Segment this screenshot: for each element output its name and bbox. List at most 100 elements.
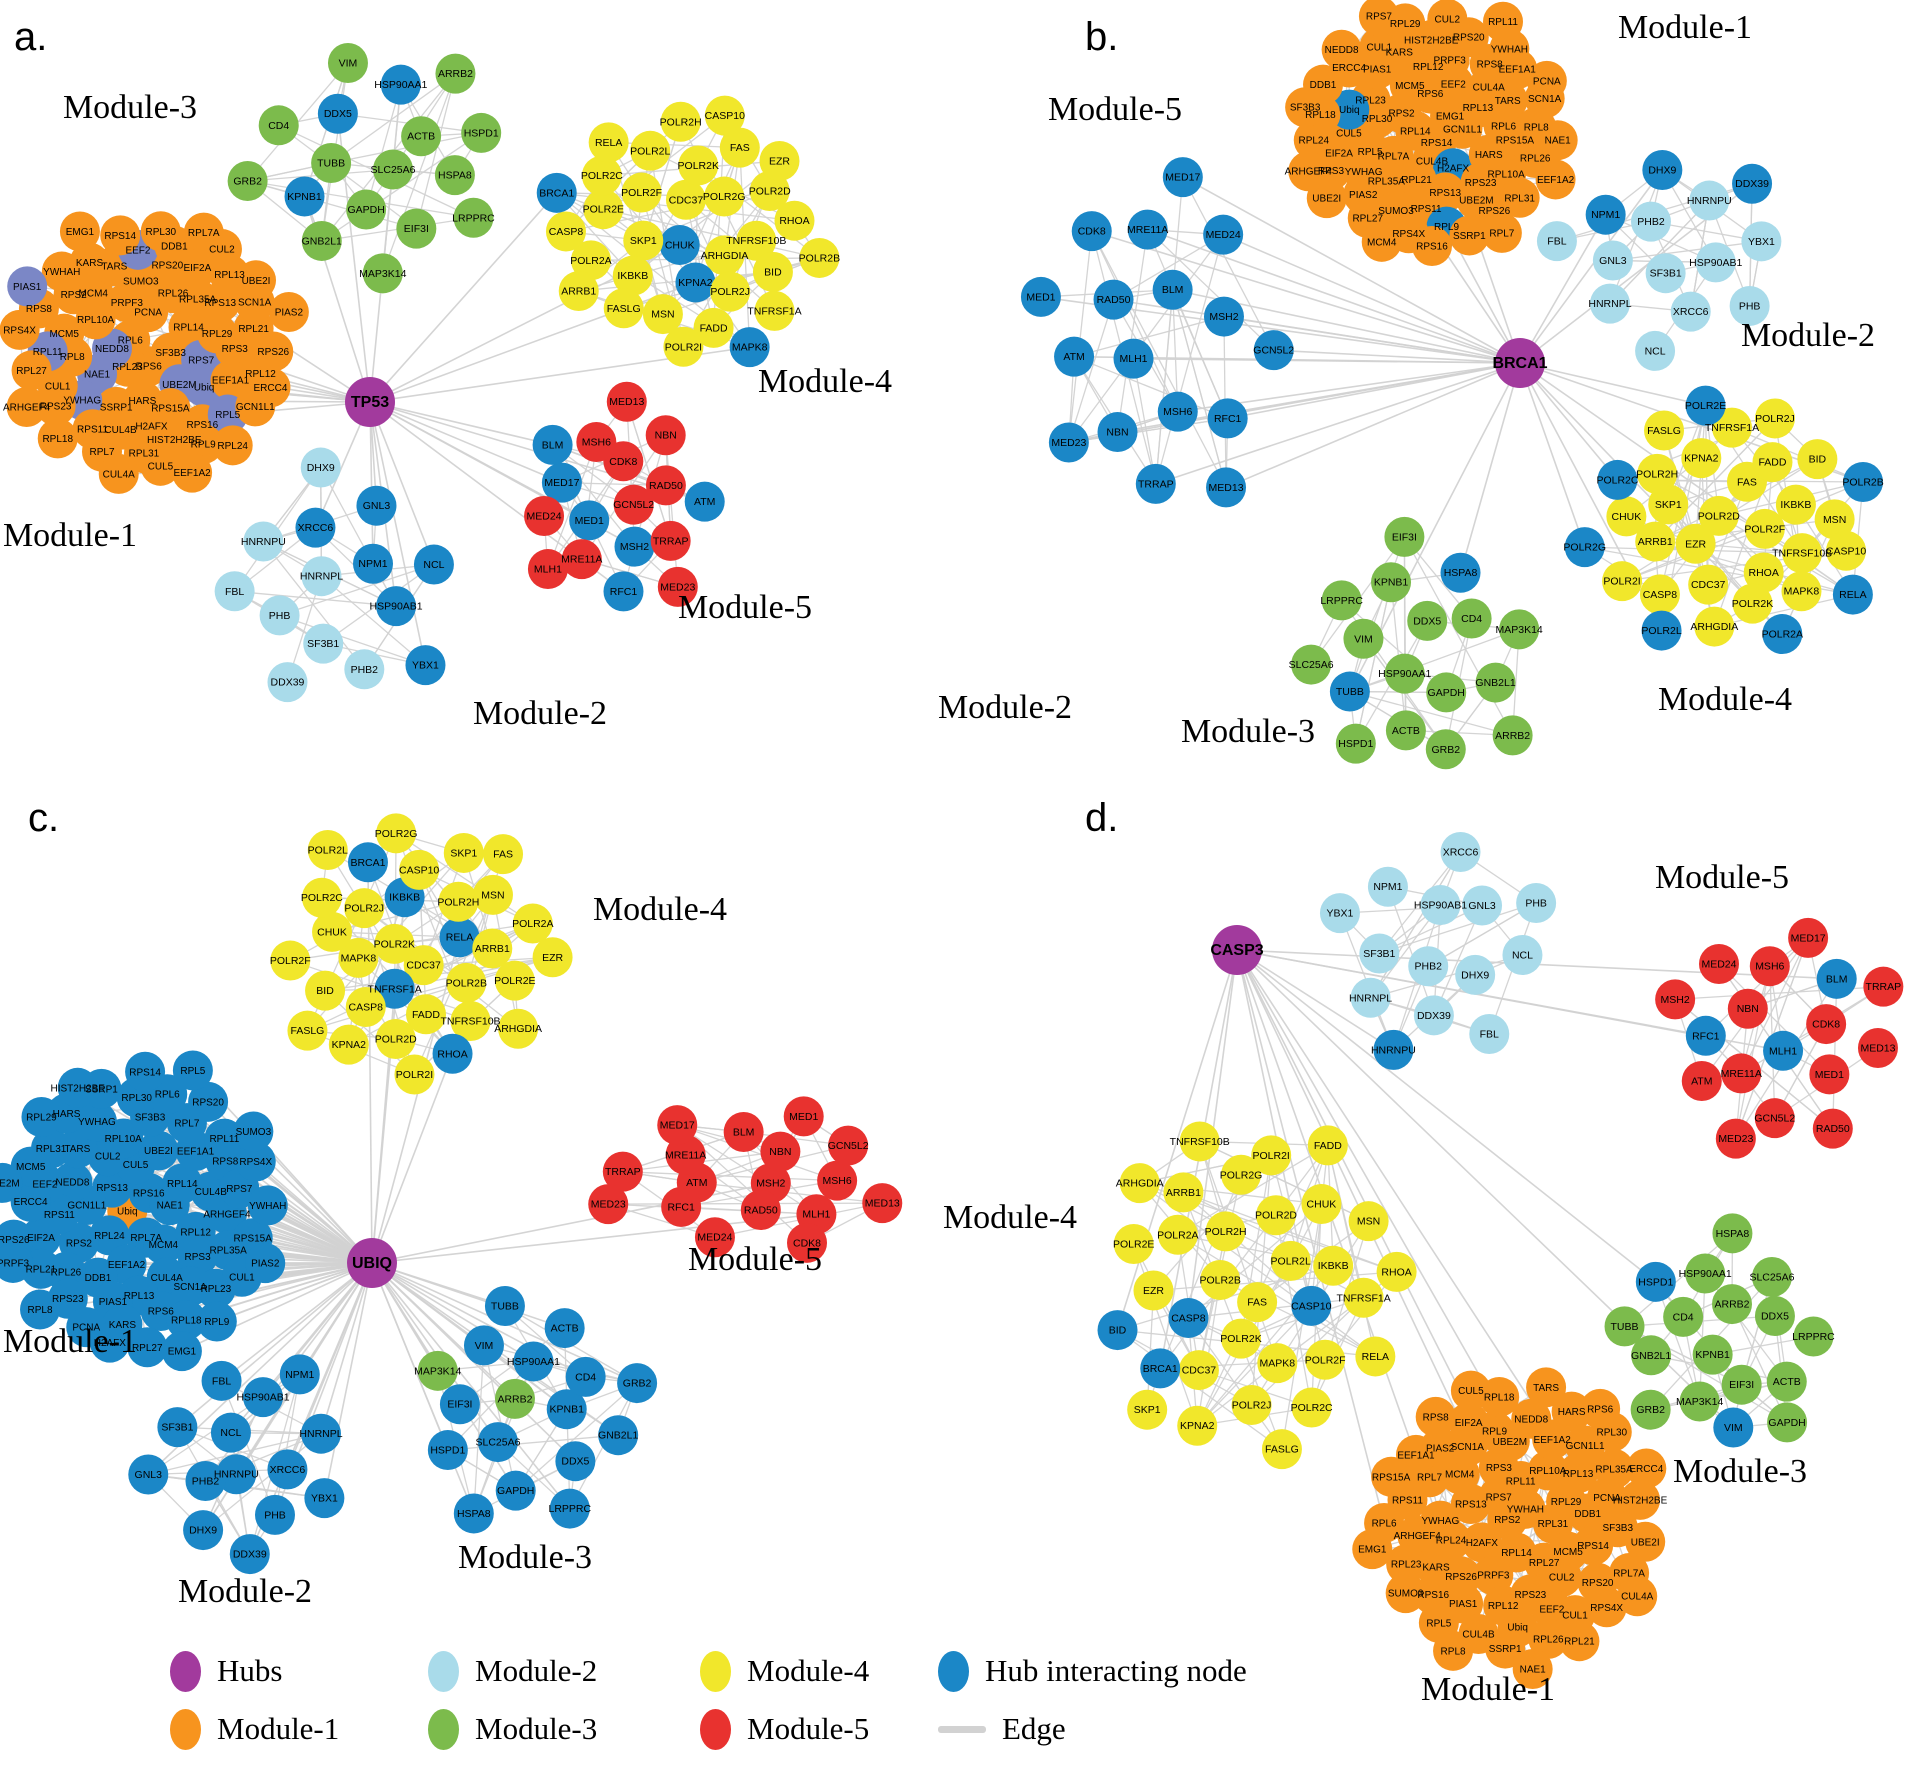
node-DHX9[interactable] bbox=[1642, 149, 1683, 190]
node-SKP1[interactable] bbox=[1127, 1389, 1168, 1430]
node-BLM[interactable] bbox=[1816, 958, 1857, 999]
node-MSN[interactable] bbox=[1348, 1201, 1389, 1242]
node-CD4[interactable] bbox=[258, 105, 299, 146]
node-EMG1[interactable] bbox=[161, 1331, 202, 1372]
hub-CASP3[interactable] bbox=[1212, 925, 1262, 975]
node-NPM1[interactable] bbox=[1367, 866, 1408, 907]
node-RPL27[interactable] bbox=[11, 350, 52, 391]
node-RPS14[interactable] bbox=[125, 1051, 166, 1092]
node-CASP8[interactable] bbox=[1168, 1297, 1209, 1338]
node-GRB2[interactable] bbox=[1630, 1389, 1671, 1430]
node-PHB[interactable] bbox=[254, 1494, 295, 1535]
node-CUL2[interactable] bbox=[1427, 0, 1468, 39]
node-SF3B1[interactable] bbox=[157, 1407, 198, 1448]
node-DDX5[interactable] bbox=[1754, 1295, 1795, 1336]
node-ARRB1[interactable] bbox=[1163, 1172, 1204, 1213]
node-EIF3I[interactable] bbox=[1384, 516, 1425, 557]
node-MCM4[interactable] bbox=[1361, 221, 1402, 262]
node-ARHGDIA[interactable] bbox=[1119, 1163, 1160, 1204]
node-TRRAP[interactable] bbox=[650, 520, 691, 561]
node-RPL23[interactable] bbox=[1386, 1544, 1427, 1585]
node-MSN[interactable] bbox=[642, 294, 683, 335]
node-CASP10[interactable] bbox=[399, 849, 440, 890]
node-MSH6[interactable] bbox=[1157, 391, 1198, 432]
node-TUBB[interactable] bbox=[311, 142, 352, 183]
node-CDC37[interactable] bbox=[1178, 1350, 1219, 1391]
node-ARRB1[interactable] bbox=[558, 271, 599, 312]
node-FAS[interactable] bbox=[483, 834, 524, 875]
node-KPNA2[interactable] bbox=[328, 1024, 369, 1065]
node-HIST2H2BE[interactable] bbox=[57, 1067, 98, 1108]
node-TARS[interactable] bbox=[1487, 80, 1528, 121]
node-MED13[interactable] bbox=[862, 1183, 903, 1224]
node-CD4[interactable] bbox=[1451, 598, 1492, 639]
node-YWHAH[interactable] bbox=[41, 251, 82, 292]
node-NCL[interactable] bbox=[413, 544, 454, 585]
node-HSPD1[interactable] bbox=[1335, 723, 1376, 764]
node-POLR2A[interactable] bbox=[1762, 614, 1803, 655]
node-FASLG[interactable] bbox=[1644, 410, 1685, 451]
node-DDX39[interactable] bbox=[229, 1534, 270, 1575]
node-RPS20[interactable] bbox=[188, 1081, 229, 1122]
node-SKP1[interactable] bbox=[623, 220, 664, 261]
node-POLR2J[interactable] bbox=[710, 271, 751, 312]
node-HSPA8[interactable] bbox=[1712, 1213, 1753, 1254]
node-ERCC4[interactable] bbox=[1626, 1448, 1667, 1489]
node-HNRNPU[interactable] bbox=[243, 521, 284, 562]
node-FADD[interactable] bbox=[693, 307, 734, 348]
node-GNL3[interactable] bbox=[356, 485, 397, 526]
node-KPNA2[interactable] bbox=[1177, 1405, 1218, 1446]
node-MSH6[interactable] bbox=[817, 1160, 858, 1201]
node-LRPPRC[interactable] bbox=[1321, 580, 1362, 621]
node-POLR2L[interactable] bbox=[1641, 610, 1682, 651]
node-RPS7[interactable] bbox=[1358, 0, 1399, 37]
node-POLR2E[interactable] bbox=[1685, 385, 1726, 426]
node-MED1[interactable] bbox=[783, 1096, 824, 1137]
node-TNFRSF1A[interactable] bbox=[374, 968, 415, 1009]
node-EEF1A2[interactable] bbox=[1535, 159, 1576, 200]
node-YBX1[interactable] bbox=[405, 645, 446, 686]
node-CASP8[interactable] bbox=[1639, 574, 1680, 615]
node-POLR2J[interactable] bbox=[344, 888, 385, 929]
node-SSRP1[interactable] bbox=[1485, 1628, 1526, 1669]
hub-UBIQ[interactable] bbox=[347, 1238, 397, 1288]
node-NAE1[interactable] bbox=[1537, 120, 1578, 161]
node-MLH1[interactable] bbox=[1113, 338, 1154, 379]
node-FBL[interactable] bbox=[1536, 221, 1577, 262]
node-RHOA[interactable] bbox=[774, 200, 815, 241]
node-MAP3K14[interactable] bbox=[362, 253, 403, 294]
node-EZR[interactable] bbox=[759, 140, 800, 181]
node-POLR2L[interactable] bbox=[307, 829, 348, 870]
node-RPS15A[interactable] bbox=[1371, 1456, 1412, 1497]
node-UBE2I[interactable] bbox=[236, 260, 277, 301]
node-BRCA1[interactable] bbox=[536, 172, 577, 213]
hub-BRCA1[interactable] bbox=[1495, 338, 1545, 388]
node-RPL7A[interactable] bbox=[183, 212, 224, 253]
node-ERCC4[interactable] bbox=[250, 367, 291, 408]
node-RPL24[interactable] bbox=[89, 1215, 130, 1256]
node-TNFRSF10B[interactable] bbox=[736, 220, 777, 261]
node-FBL[interactable] bbox=[214, 571, 255, 612]
node-DHX9[interactable] bbox=[300, 447, 341, 488]
node-MED24[interactable] bbox=[694, 1217, 735, 1258]
node-DDX5[interactable] bbox=[317, 93, 358, 134]
node-RPL31[interactable] bbox=[1499, 177, 1540, 218]
node-POLR2B[interactable] bbox=[799, 237, 840, 278]
node-NBN[interactable] bbox=[645, 415, 686, 456]
node-RPL30[interactable] bbox=[140, 211, 181, 252]
node-PHB2[interactable] bbox=[344, 649, 385, 690]
node-EIF3I[interactable] bbox=[439, 1384, 480, 1425]
node-CDC37[interactable] bbox=[1688, 564, 1729, 605]
node-HSP90AA1[interactable] bbox=[380, 64, 421, 105]
node-POLR2G[interactable] bbox=[704, 176, 745, 217]
node-HSP90AB1[interactable] bbox=[243, 1377, 284, 1418]
node-NPM1[interactable] bbox=[353, 543, 394, 584]
node-YBX1[interactable] bbox=[1319, 893, 1360, 934]
node-CDC37[interactable] bbox=[403, 945, 444, 986]
node-RPL21[interactable] bbox=[1559, 1621, 1600, 1662]
node-POLR2H[interactable] bbox=[660, 101, 701, 142]
node-CUL1[interactable] bbox=[1359, 27, 1400, 68]
node-DDX39[interactable] bbox=[1413, 995, 1454, 1036]
node-ARRB2[interactable] bbox=[494, 1378, 535, 1419]
node-POLR2A[interactable] bbox=[1157, 1214, 1198, 1255]
